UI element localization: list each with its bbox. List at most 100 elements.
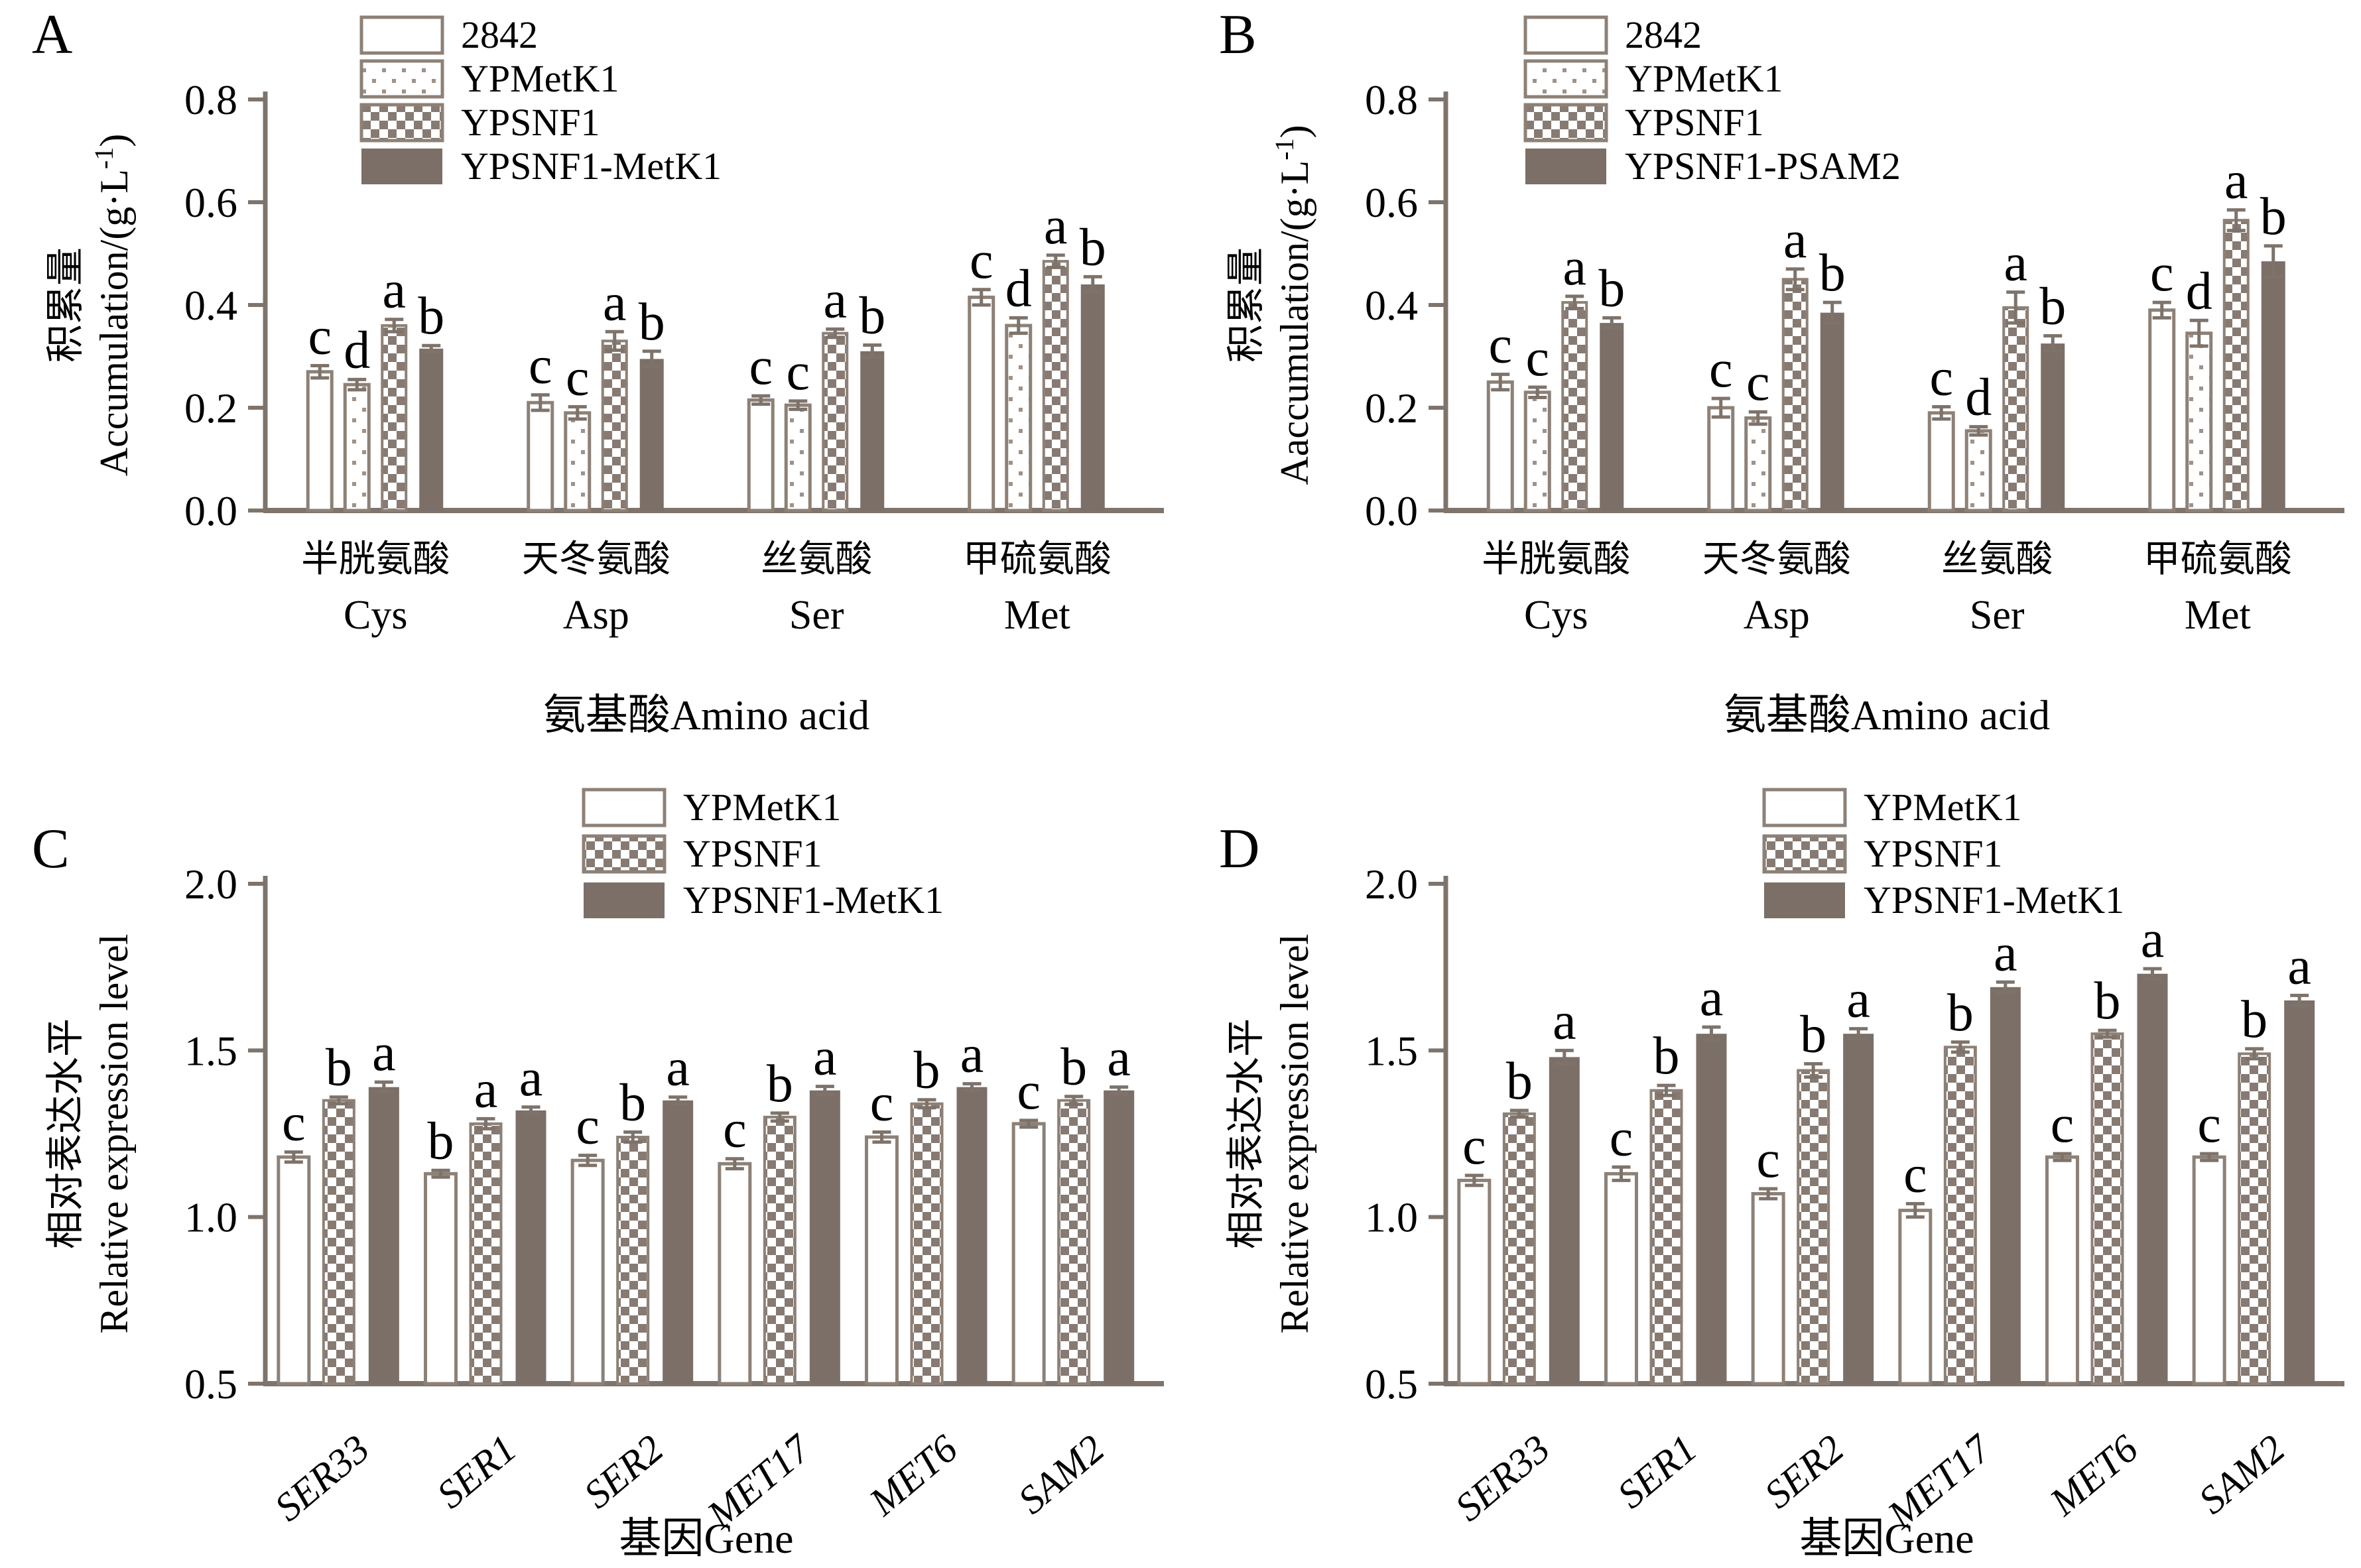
chart-c: 0.5 1.0 1.5 2.0 相对表达水平 Relative expression le… xyxy=(44,786,1164,1562)
y-axis-title-en: Relative expression level xyxy=(1273,934,1316,1333)
legend-label: YPSNF1-MetK1 xyxy=(683,878,944,922)
category-label: SER33 xyxy=(1447,1426,1559,1530)
category-label-en: Ser xyxy=(789,593,844,638)
category-label-cn: 半胱氨酸 xyxy=(301,539,450,580)
bar-YPSNF1-MetK1 xyxy=(1843,1034,1874,1384)
y-axis-title-cn: 积累量 xyxy=(44,247,87,363)
category-label-en: Met xyxy=(2185,593,2251,638)
sig-letter: d xyxy=(1005,259,1032,318)
bar-YPMetK1 xyxy=(424,1172,458,1386)
category-label: SER33 xyxy=(267,1426,378,1530)
bar-YPSNF1-MetK1 xyxy=(1990,987,2021,1384)
bar-YPMetK1 xyxy=(564,411,592,513)
sig-letter: c xyxy=(1709,340,1733,398)
sig-letter: a xyxy=(2224,152,2248,210)
legend-swatch xyxy=(1523,15,1608,55)
legend-label: 2842 xyxy=(1625,13,1702,56)
y-tick-label: 0.4 xyxy=(1365,282,1418,329)
sig-letter: c xyxy=(282,1094,306,1152)
panel-label-b: B xyxy=(1219,3,1257,66)
sig-letter: c xyxy=(1017,1062,1041,1120)
sig-letter: a xyxy=(1783,211,1807,269)
y-axis-title-cn: 相对表达水平 xyxy=(44,1018,87,1249)
bar-YPMetK1 xyxy=(1604,1172,1638,1386)
sig-letter: d xyxy=(1965,369,1992,427)
sig-letter: b xyxy=(2260,188,2287,246)
legend-label: YPSNF1 xyxy=(461,101,600,144)
bar-YPSNF1-PSAM2 xyxy=(1820,312,1844,511)
sig-letter: c xyxy=(1756,1130,1780,1189)
bar-2842 xyxy=(306,370,334,513)
bar-YPSNF1-MetK1 xyxy=(2137,973,2168,1384)
bar-YPSNF1-MetK1 xyxy=(2284,1000,2315,1384)
category-label-cn: 天冬氨酸 xyxy=(522,539,670,580)
bar-YPMetK1 xyxy=(343,383,371,513)
bar-YPMetK1 xyxy=(1744,416,1772,513)
ylabel-text: ) xyxy=(1273,125,1316,138)
bar-YPSNF1-PSAM2 xyxy=(2261,261,2285,511)
bar-2842 xyxy=(968,295,995,513)
y-tick-label: 0.6 xyxy=(1365,179,1418,226)
sig-letter: a xyxy=(2141,910,2165,969)
sig-letter: c xyxy=(2197,1095,2221,1154)
y-tick-label: 0.0 xyxy=(1365,487,1418,534)
sig-letter: b xyxy=(859,286,885,345)
y-tick-label: 0.0 xyxy=(184,487,237,534)
sig-letter: c xyxy=(786,343,810,401)
bar-2842 xyxy=(2148,308,2176,513)
bar-YPMetK1 xyxy=(277,1155,311,1386)
x-axis-title: 氨基酸Amino acid xyxy=(543,692,869,739)
ylabel-superscript: -1 xyxy=(89,147,119,169)
category-label: MET6 xyxy=(861,1426,966,1524)
sig-letter: b xyxy=(639,293,665,351)
category-label-en: Cys xyxy=(1524,593,1588,638)
y-tick-label: 1.0 xyxy=(184,1194,237,1241)
sig-letter: b xyxy=(2241,991,2267,1049)
category-label: SAM2 xyxy=(1010,1426,1113,1522)
x-axis-title: 基因Gene xyxy=(1799,1515,1974,1562)
bar-YPMetK1 xyxy=(1523,391,1551,513)
legend-label: YPSNF1 xyxy=(683,832,822,875)
bar-YPMetK1 xyxy=(1898,1209,1933,1386)
legend-swatch xyxy=(582,788,667,827)
bar-2842 xyxy=(527,400,554,513)
sig-letter: a xyxy=(2004,234,2027,292)
bar-YPMetK1 xyxy=(1011,1122,1046,1386)
sig-letter: b xyxy=(326,1039,352,1097)
panel-label-c: C xyxy=(32,817,70,880)
bar-YPSNF1 xyxy=(822,332,849,512)
bar-YPSNF1 xyxy=(1649,1089,1683,1385)
legend-swatch xyxy=(582,834,667,874)
sig-letter: a xyxy=(519,1049,543,1107)
sig-letter: c xyxy=(566,348,590,406)
bar-YPMetK1 xyxy=(865,1135,899,1386)
category-label: SER2 xyxy=(576,1426,672,1516)
bar-YPSNF1-MetK1 xyxy=(1549,1057,1580,1384)
panel-c: 0.5 1.0 1.5 2.0 相对表达水平 Relative expression le… xyxy=(0,772,1180,1568)
bar-YPSNF1-MetK1 xyxy=(956,1087,988,1384)
sig-letter: c xyxy=(970,231,993,290)
panel-d: 0.5 1.0 1.5 2.0 相对表达水平 Relative expression le… xyxy=(1180,772,2361,1568)
y-tick-label: 0.2 xyxy=(184,385,237,432)
sig-letter: b xyxy=(428,1112,454,1170)
bar-YPSNF1-MetK1 xyxy=(860,351,885,511)
bar-YPMetK1 xyxy=(570,1158,605,1386)
sig-letter: b xyxy=(1060,1038,1087,1097)
bar-YPSNF1 xyxy=(1502,1112,1536,1386)
bar-YPMetK1 xyxy=(1457,1178,1492,1386)
y-axis-title-en: Aaccumulation/(g·L-1) xyxy=(1269,125,1316,485)
sig-letter: c xyxy=(1903,1146,1927,1204)
sig-letter: c xyxy=(723,1101,747,1159)
legend-label: YPSNF1-PSAM2 xyxy=(1625,145,1901,188)
bar-YPSNF1 xyxy=(763,1115,797,1385)
category-label: SAM2 xyxy=(2191,1426,2293,1522)
category-label-en: Cys xyxy=(344,593,407,638)
sig-letter: c xyxy=(576,1097,600,1156)
bar-YPSNF1-MetK1 xyxy=(419,348,444,511)
sig-letter: b xyxy=(1800,1005,1826,1063)
chart-d: 0.5 1.0 1.5 2.0 相对表达水平 Relative expression le… xyxy=(1224,786,2344,1562)
category-label-en: Ser xyxy=(1970,593,2025,638)
bar-YPMetK1 xyxy=(1751,1191,1785,1386)
sig-letter: c xyxy=(870,1073,894,1132)
bar-YPSNF1-MetK1 xyxy=(639,359,664,511)
